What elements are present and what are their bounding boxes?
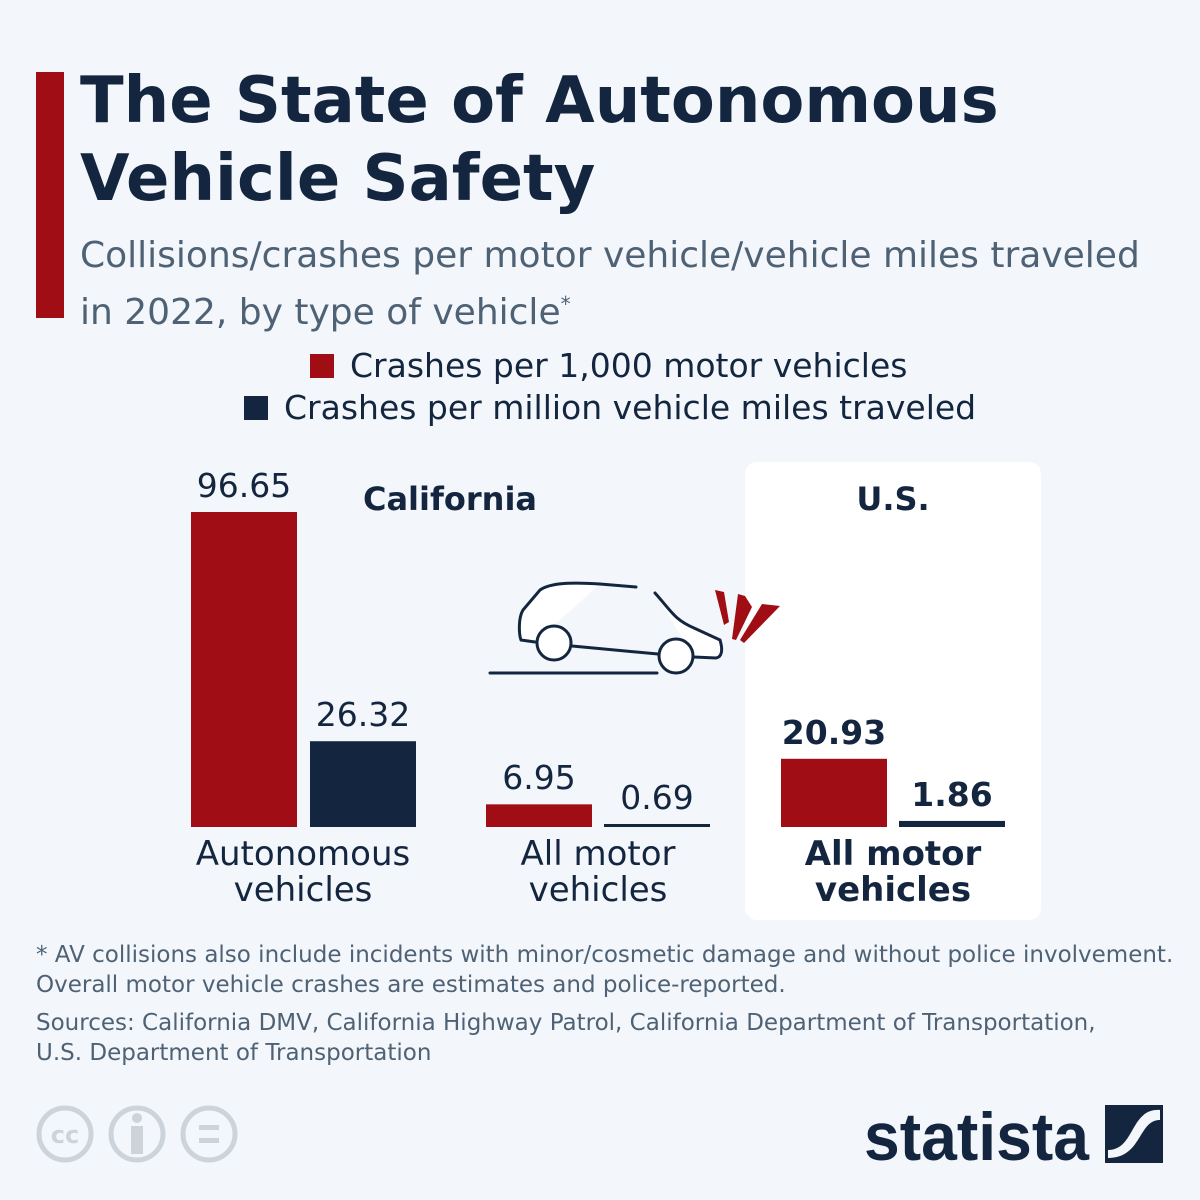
chart-title: The State of Autonomous Vehicle Safety bbox=[80, 64, 999, 216]
bar bbox=[310, 741, 416, 827]
bar bbox=[781, 758, 887, 827]
title-accent-bar bbox=[36, 72, 64, 318]
subtitle-footnote-mark: * bbox=[560, 292, 571, 316]
chart-subtitle: Collisions/crashes per motor vehicle/veh… bbox=[80, 232, 1180, 337]
bar bbox=[191, 512, 297, 827]
legend-swatch-red bbox=[310, 353, 334, 378]
category-label: All motor vehicles bbox=[804, 834, 982, 910]
data-label: 6.95 bbox=[502, 758, 576, 798]
bar bbox=[486, 804, 592, 827]
data-label: 20.93 bbox=[781, 712, 887, 752]
us-panel bbox=[745, 462, 1041, 920]
subtitle-text: Collisions/crashes per motor vehicle/veh… bbox=[80, 235, 1140, 333]
crash-burst-icon bbox=[715, 590, 780, 643]
group-label-california: California bbox=[362, 480, 538, 518]
data-label: 0.69 bbox=[620, 778, 694, 817]
legend-swatch-navy bbox=[244, 395, 268, 420]
category-label: Autonomous vehicles bbox=[195, 834, 411, 910]
data-label: 96.65 bbox=[196, 466, 292, 505]
car-crash-icon bbox=[488, 581, 724, 675]
footnote: * AV collisions also include incidents w… bbox=[36, 942, 1174, 998]
data-label: 1.86 bbox=[911, 774, 993, 814]
sources: Sources: California DMV, California High… bbox=[36, 1010, 1096, 1066]
group-label-us: U.S. bbox=[856, 480, 930, 518]
category-label: All motor vehicles bbox=[520, 834, 676, 910]
bar bbox=[604, 824, 710, 827]
legend-label: Crashes per 1,000 motor vehicles bbox=[350, 346, 908, 385]
bar bbox=[899, 820, 1005, 827]
legend-item-navy: Crashes per million vehicle miles travel… bbox=[244, 388, 976, 427]
data-label: 26.32 bbox=[315, 695, 411, 735]
legend-label: Crashes per million vehicle miles travel… bbox=[284, 388, 977, 427]
legend-item-red: Crashes per 1,000 motor vehicles bbox=[310, 346, 907, 385]
